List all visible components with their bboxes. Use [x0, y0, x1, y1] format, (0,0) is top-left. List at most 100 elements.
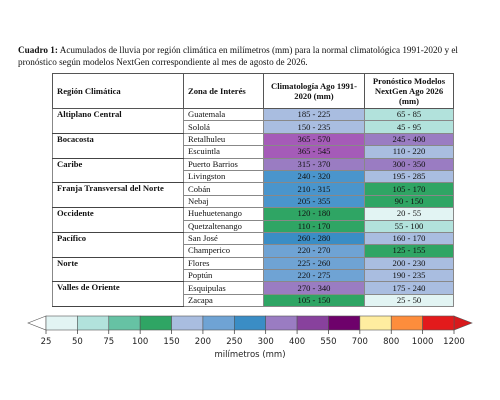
forecast-cell: 110 - 220	[364, 145, 454, 159]
header: Zona de Interés	[183, 73, 264, 109]
clim-cell: 185 - 225	[263, 107, 365, 122]
clim-cell: 315 - 370	[263, 157, 365, 171]
row: Caribe Puerto Barrios 315 - 370 300 - 350	[52, 157, 454, 184]
forecast-cell: 105 - 170	[364, 182, 454, 196]
tick-label: 1000	[412, 337, 434, 347]
zone: San José	[183, 231, 264, 246]
zone: Zacapa	[183, 293, 264, 308]
region: Bocacosta	[52, 132, 184, 159]
forecast-cell: 245 - 400	[364, 132, 454, 147]
caption-text: Acumulados de lluvia por región climátic…	[18, 45, 458, 67]
zone: Nebaj	[183, 194, 264, 209]
region: Valles de Oriente	[52, 281, 184, 308]
color-bin	[422, 315, 455, 331]
forecast-cell: 200 - 230	[364, 256, 454, 271]
clim-cell: 225 - 260	[263, 256, 365, 271]
table-body: Altiplano Central Guatemala 185 - 225 65 - …	[52, 107, 454, 308]
forecast-cell: 190 - 235	[364, 269, 454, 283]
forecast-cell: 195 - 285	[364, 169, 454, 184]
region: Norte	[52, 256, 184, 283]
tick-label: 75	[103, 337, 114, 347]
caption-label: Cuadro 1:	[18, 45, 58, 55]
color-bin	[77, 315, 110, 331]
row: Sololá 150 - 235 45 - 95	[53, 120, 454, 134]
clim-cell: 210 - 315	[263, 182, 365, 196]
clim-cell: 220 - 275	[263, 269, 365, 283]
forecast-cell: 160 - 170	[364, 231, 454, 246]
zone: Quetzaltenango	[183, 219, 264, 233]
row: Livingston 240 - 320 195 - 285	[53, 169, 454, 184]
tick-label: 50	[72, 337, 83, 347]
over-arrow	[453, 315, 473, 331]
forecast-cell: 55 - 100	[364, 219, 454, 233]
row: Valles de Oriente Esquipulas 270 - 340 175 …	[52, 281, 454, 308]
row: Escuintla 365 - 545 110 - 220	[53, 145, 454, 159]
header-row: Región Climática Zona de Interés Climato…	[52, 73, 454, 109]
forecast-cell: 20 - 55	[364, 207, 454, 221]
zone: Retalhuleu	[183, 132, 264, 147]
zone: Huehuetenango	[183, 207, 264, 221]
tick-label: 1200	[443, 337, 465, 347]
clim-cell: 150 - 235	[263, 120, 365, 134]
row: Norte Flores 225 - 260 200 - 230	[52, 256, 454, 283]
region: Pacífico	[52, 231, 184, 258]
region: Occidente	[52, 207, 184, 233]
tick-label: 250	[226, 337, 242, 347]
row: Quetzaltenango 110 - 170 55 - 100	[53, 219, 454, 233]
zone: Flores	[183, 256, 264, 271]
clim-cell: 110 - 170	[263, 219, 365, 233]
color-bin	[202, 315, 235, 331]
row: Bocacosta Retalhuleu 365 - 570 245 - 400	[52, 132, 454, 159]
tick-label: 700	[352, 337, 368, 347]
caption: Cuadro 1: Acumulados de lluvia por regió…	[18, 44, 488, 68]
color-bin	[265, 315, 298, 331]
tick-label: 100	[132, 337, 148, 347]
color-bin	[328, 315, 361, 331]
forecast-cell: 45 - 95	[364, 120, 454, 134]
zone: Champerico	[183, 244, 264, 258]
clim-cell: 365 - 570	[263, 132, 365, 147]
header: Región Climática	[52, 73, 184, 109]
tick-label: 150	[163, 337, 179, 347]
clim-cell: 260 - 280	[263, 231, 365, 246]
clim-cell: 365 - 545	[263, 145, 365, 159]
clim-cell: 270 - 340	[263, 281, 365, 295]
zone: Guatemala	[183, 107, 264, 122]
forecast-cell: 65 - 85	[364, 107, 454, 122]
clim-cell: 220 - 270	[263, 244, 365, 258]
tick-label: 200	[195, 337, 211, 347]
row: Zacapa 105 - 150 25 - 50	[53, 293, 454, 308]
color-bin	[45, 315, 78, 331]
row: Poptún 220 - 275 190 - 235	[53, 269, 454, 283]
zone: Poptún	[183, 269, 264, 283]
table: Región Climática Zona de Interés Climato…	[52, 73, 454, 308]
color-bin	[108, 315, 141, 331]
forecast-cell: 125 - 155	[364, 244, 454, 258]
color-bin	[139, 315, 172, 331]
row: Franja Transversal del Norte Cobán 210 - 3…	[52, 182, 454, 209]
under-arrow	[27, 315, 47, 331]
region: Franja Transversal del Norte	[52, 182, 184, 209]
clim-cell: 105 - 150	[263, 293, 365, 308]
zone: Puerto Barrios	[183, 157, 264, 171]
row: Altiplano Central Guatemala 185 - 225 65 - …	[52, 107, 454, 134]
color-bin	[296, 315, 329, 331]
row: Pacífico San José 260 - 280 160 - 170	[52, 231, 454, 258]
legend-label: milímetros (mm)	[214, 350, 285, 360]
forecast-cell: 25 - 50	[364, 293, 454, 308]
forecast-cell: 300 - 350	[364, 157, 454, 171]
forecast-cell: 175 - 240	[364, 281, 454, 295]
row: Occidente Huehuetenango 120 - 180 20 - 55	[52, 207, 454, 233]
zone: Livingston	[183, 169, 264, 184]
clim-cell: 120 - 180	[263, 207, 365, 221]
tick-label: 800	[383, 337, 399, 347]
tick-label: 300	[258, 337, 274, 347]
color-bin	[171, 315, 204, 331]
tick-label: 550	[320, 337, 336, 347]
legend: 25 50 75 100 150 200 250 300 400 550 700 800 1000 120…	[27, 315, 473, 360]
zone: Escuintla	[183, 145, 264, 159]
color-bin	[359, 315, 392, 331]
forecast-cell: 90 - 150	[364, 194, 454, 209]
row: Nebaj 205 - 355 90 - 150	[53, 194, 454, 209]
